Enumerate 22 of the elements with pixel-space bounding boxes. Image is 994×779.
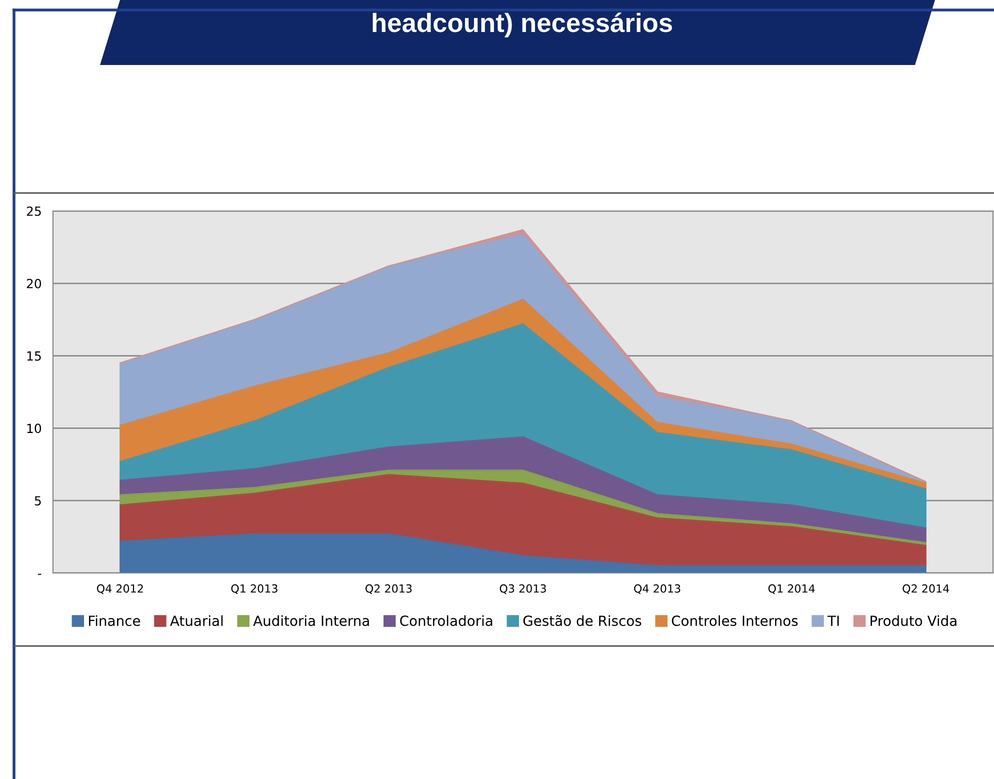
x-tick-label: Q2 2014 [902, 584, 950, 594]
y-tick-label: - [38, 574, 42, 575]
legend-label: Gestão de Riscos [523, 615, 642, 626]
y-tick-label: 20 [26, 278, 42, 288]
y-tick-label: 10 [27, 424, 42, 434]
x-tick-label: Q1 2013 [231, 584, 278, 594]
x-tick-label: Q1 2014 [768, 584, 815, 594]
y-tick-label: 5 [34, 496, 41, 506]
legend-label: Auditoria Interna [253, 615, 369, 626]
legend-label: TI [827, 616, 839, 626]
x-tick-label: Q3 2013 [500, 584, 546, 594]
legend-label: Controles Internos [672, 615, 798, 626]
x-tick-label: Q2 2013 [366, 584, 412, 594]
chart-title: headcount) necessários [372, 12, 672, 38]
y-tick-label: 15 [27, 351, 41, 361]
legend-label: Atuarial [170, 615, 223, 626]
x-tick-label: Q4 2012 [96, 584, 143, 594]
y-tick-label: 25 [26, 206, 41, 216]
x-tick-label: Q4 2013 [634, 584, 680, 594]
legend-label: Finance [89, 615, 140, 626]
legend-label: Produto Vida [870, 615, 956, 626]
legend-label: Controladoria [400, 615, 492, 626]
